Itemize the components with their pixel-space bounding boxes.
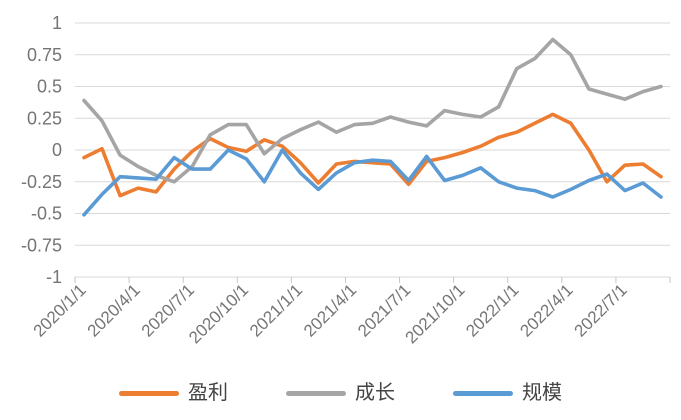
legend-swatch-growth-line [286,390,346,396]
x-axis-tick-label: 2021/10/1 [402,280,469,347]
series-line-profit [82,112,663,198]
y-axis-tick-label: 0.25 [27,108,62,128]
x-axis-tick-label: 2022/7/1 [571,280,631,340]
legend-item-growth: 成长 [286,383,395,403]
x-axis-tick-label: 2020/4/1 [84,280,144,340]
y-axis-tick-label: -0.75 [21,235,62,255]
x-axis-tick-label: 2020/1/1 [30,280,90,340]
line-chart: 10.750.50.250-0.25-0.5-0.75-12020/1/1202… [21,13,671,347]
x-axis-tick-label: 2021/4/1 [300,280,360,340]
legend-item-scale: 规模 [453,383,562,403]
y-axis-tick-label: 0.75 [27,45,62,65]
y-axis-tick-label: 0 [52,140,62,160]
y-axis-tick-label: 0.5 [37,77,62,97]
y-axis-tick-label: 1 [52,13,62,33]
x-axis-tick-label: 2022/4/1 [516,280,576,340]
series-line-scale [82,148,663,217]
chart-legend: 盈利 成长 规模 [0,383,681,403]
legend-swatch-scale-line [453,390,513,396]
x-axis-tick-label: 2021/1/1 [246,280,306,340]
legend-label-profit: 盈利 [188,382,228,404]
series-line-growth [82,37,663,184]
y-axis-tick-label: -0.5 [31,204,62,224]
legend-label-scale: 规模 [522,382,562,404]
y-axis-tick-label: -0.25 [21,172,62,192]
x-axis-tick-label: 2022/1/1 [462,280,522,340]
legend-swatch-profit-line [119,390,179,396]
legend-item-profit: 盈利 [119,383,228,403]
legend-label-growth: 成长 [355,382,395,404]
x-axis-tick-label: 2020/10/1 [185,280,252,347]
y-axis-tick-label: -1 [46,267,62,287]
